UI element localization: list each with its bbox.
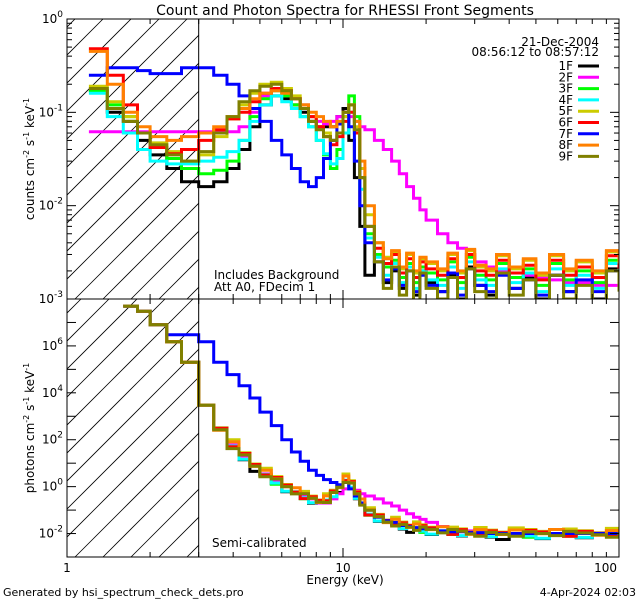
hatch-line: [67, 348, 199, 482]
footer-timestamp: 4-Apr-2024 02:03: [540, 586, 636, 599]
y-tick-label: 106: [42, 337, 63, 353]
plot-frame-bottom: [66, 298, 620, 558]
hatch-line: [74, 432, 199, 557]
hatch-line: [67, 404, 199, 538]
ticks-top: [66, 18, 619, 300]
hatch-line: [215, 299, 473, 557]
y-tick-labels-bottom: 106 104 102 100 10-2: [39, 337, 64, 541]
series-group-top: [88, 47, 619, 299]
hatch-line: [67, 299, 82, 314]
legend-label-2F: 2F: [558, 70, 573, 84]
series-line-bottom-9F: [123, 304, 619, 539]
footer-generated-by: Generated by hsi_spectrum_check_dets.pro: [3, 586, 244, 599]
hatch-line: [67, 299, 166, 398]
hatch-line: [67, 19, 160, 112]
y-tick-label: 100: [42, 478, 63, 494]
hatch-line: [130, 488, 199, 557]
legend-label-4F: 4F: [558, 93, 573, 107]
x-tick-label: 100: [594, 561, 617, 575]
hatch-line: [102, 460, 199, 557]
hatch-line: [67, 34, 199, 168]
chart-title: Count and Photon Spectra for RHESSI Fron…: [156, 3, 534, 19]
legend-label-8F: 8F: [558, 138, 573, 152]
series-group-bottom: [123, 304, 619, 541]
y-tick-label: 10-1: [39, 103, 63, 119]
ticks-bottom: [66, 298, 619, 558]
time-range-label: 08:56:12 to 08:57:12: [472, 45, 599, 59]
legend-label-1F: 1F: [558, 59, 573, 73]
annotation-background: Includes Background: [214, 268, 339, 282]
y-tick-label: 102: [42, 431, 63, 447]
legend-label-6F: 6F: [558, 116, 573, 130]
hatch-line: [67, 299, 194, 426]
hatch-line: [158, 258, 199, 299]
hatch-line: [67, 299, 138, 370]
y-tick-labels-top: 100 10-1 10-2 10-3: [39, 10, 64, 306]
hatch-line: [67, 19, 104, 56]
hatch-line: [67, 146, 199, 280]
hatch-line: [74, 174, 199, 299]
legend-label-5F: 5F: [558, 104, 573, 118]
x-tick-label: 1: [63, 561, 71, 575]
hatch-line: [67, 299, 110, 342]
y-tick-label: 104: [42, 384, 63, 400]
series-line-top-9F: [88, 82, 619, 299]
y-axis-label-top: counts cm-2 s-1 keV-1: [22, 98, 37, 220]
legend-label-3F: 3F: [558, 82, 573, 96]
x-axis-label: Energy (keV): [306, 573, 383, 587]
hatch-region-top: [67, 19, 199, 299]
legend-label-9F: 9F: [558, 149, 573, 163]
hatch-line: [67, 19, 188, 140]
date-label: 21-Dec-2004: [521, 35, 599, 49]
series-line-bottom-7F: [123, 304, 619, 535]
hatch-line: [67, 62, 199, 196]
hatch-line: [67, 19, 76, 28]
hatch-line: [67, 118, 199, 252]
hatch-line: [327, 299, 585, 557]
y-tick-label: 10-3: [39, 290, 63, 306]
y-tick-label: 100: [42, 10, 63, 26]
hatch-line: [299, 299, 557, 557]
x-tick-label: 10: [335, 561, 350, 575]
hatch-line: [102, 202, 199, 299]
hatch-region-bottom: [0, 299, 585, 557]
legend-label-7F: 7F: [558, 127, 573, 141]
hatch-line: [0, 299, 25, 557]
hatch-line: [67, 90, 199, 224]
x-tick-labels: 1 10 100: [63, 561, 617, 575]
annotation-attenuator: Att A0, FDecim 1: [214, 280, 315, 294]
y-tick-label: 10-2: [39, 525, 63, 541]
y-axis-label-bottom: photons cm-2 s-1 keV-1: [22, 363, 37, 494]
y-tick-label: 10-2: [39, 197, 63, 213]
annotation-semi-calibrated: Semi-calibrated: [212, 536, 307, 550]
hatch-line: [67, 376, 199, 510]
hatch-line: [130, 230, 199, 299]
hatch-line: [67, 19, 132, 84]
